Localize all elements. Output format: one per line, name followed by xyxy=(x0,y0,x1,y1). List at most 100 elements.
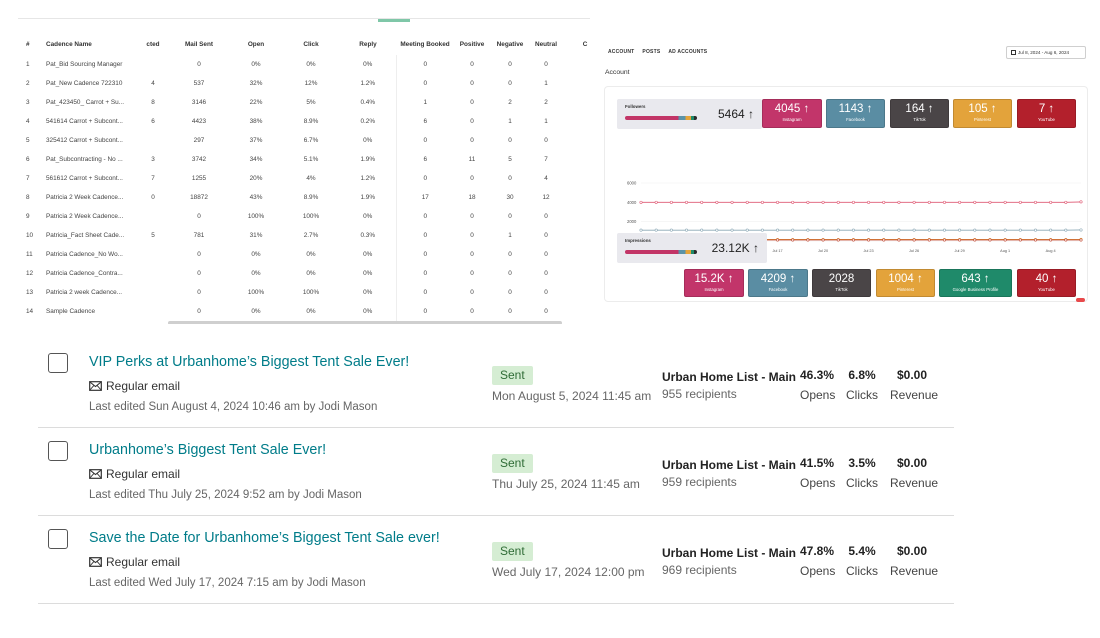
data-point[interactable] xyxy=(654,200,658,204)
data-point[interactable] xyxy=(806,200,810,204)
data-point[interactable] xyxy=(760,200,764,204)
data-point[interactable] xyxy=(882,200,886,204)
column-header[interactable]: Reply xyxy=(359,40,377,48)
data-point[interactable] xyxy=(1018,238,1022,242)
data-point[interactable] xyxy=(1018,200,1022,204)
table-row[interactable]: 10 Patricia_Fact Sheet Cade... 5 781 31% 2.7%… xyxy=(18,226,590,245)
column-header[interactable]: # xyxy=(26,40,30,48)
data-point[interactable] xyxy=(1064,238,1068,242)
data-point[interactable] xyxy=(867,228,871,232)
data-point[interactable] xyxy=(745,228,749,232)
data-point[interactable] xyxy=(1079,238,1083,242)
data-point[interactable] xyxy=(821,238,825,242)
data-point[interactable] xyxy=(776,238,780,242)
column-header[interactable]: Mail Sent xyxy=(184,40,214,48)
data-point[interactable] xyxy=(730,228,734,232)
data-point[interactable] xyxy=(988,228,992,232)
column-header[interactable]: Neutral xyxy=(534,40,558,48)
table-row[interactable]: 3 Pat_423450_ Carrot + Su... 8 3146 22% 5% 0.4… xyxy=(18,93,590,112)
data-point[interactable] xyxy=(1049,238,1053,242)
metric-followers-4[interactable]: 7 ↑ YouTube xyxy=(1017,99,1076,128)
data-point[interactable] xyxy=(958,238,962,242)
metric-impressions-2[interactable]: 2028 TikTok xyxy=(812,269,871,297)
data-point[interactable] xyxy=(806,228,810,232)
data-point[interactable] xyxy=(1003,228,1007,232)
data-point[interactable] xyxy=(639,200,643,204)
campaign-title-link[interactable]: Urbanhome’s Biggest Tent Sale Ever! xyxy=(89,442,327,458)
metric-followers-3[interactable]: 105 ↑ Pinterest xyxy=(953,99,1012,128)
data-point[interactable] xyxy=(1079,200,1083,204)
data-point[interactable] xyxy=(988,238,992,242)
column-header[interactable]: C xyxy=(582,40,588,48)
data-point[interactable] xyxy=(685,200,689,204)
data-point[interactable] xyxy=(897,228,901,232)
table-row[interactable]: 8 Patricia 2 Week Cadence... 0 18872 43% 8.9%… xyxy=(18,188,590,207)
data-point[interactable] xyxy=(851,238,855,242)
data-point[interactable] xyxy=(776,228,780,232)
select-checkbox[interactable] xyxy=(48,441,68,461)
metric-impressions-5[interactable]: 40 ↑ YouTube xyxy=(1017,269,1076,297)
table-row[interactable]: 2 Pat_New Cadence 722310 4 537 32% 12% 1.2% 0 0 0… xyxy=(18,74,590,93)
data-point[interactable] xyxy=(836,238,840,242)
data-point[interactable] xyxy=(669,228,673,232)
table-row[interactable]: 14 Sample Cadence 0 0% 0% 0% 0 0 0 0 xyxy=(18,302,590,321)
table-row[interactable]: 9 Patricia 2 Week Cadence... 0 100% 100% 0% 0 0… xyxy=(18,207,590,226)
table-row[interactable]: 1 Pat_Bid Sourcing Manager 0 0% 0% 0% 0 0 0 0 xyxy=(18,55,590,74)
data-point[interactable] xyxy=(715,200,719,204)
data-point[interactable] xyxy=(912,228,916,232)
data-point[interactable] xyxy=(669,200,673,204)
table-row[interactable]: 6 Pat_Subcontracting - No ... 3 3742 34% 5.1%… xyxy=(18,150,590,169)
tab-account[interactable]: ACCOUNT xyxy=(608,49,635,55)
data-point[interactable] xyxy=(836,228,840,232)
column-header[interactable]: cted xyxy=(146,40,160,48)
data-point[interactable] xyxy=(988,200,992,204)
data-point[interactable] xyxy=(1049,200,1053,204)
data-point[interactable] xyxy=(1079,228,1083,232)
data-point[interactable] xyxy=(851,228,855,232)
data-point[interactable] xyxy=(927,228,931,232)
column-header[interactable]: Meeting Booked xyxy=(400,40,450,48)
tab-posts[interactable]: POSTS xyxy=(642,49,661,55)
data-point[interactable] xyxy=(1033,228,1037,232)
metric-impressions-0[interactable]: 15.2K ↑ Instagram xyxy=(684,269,744,297)
data-point[interactable] xyxy=(897,238,901,242)
column-header[interactable]: Cadence Name xyxy=(46,40,92,48)
campaign-row[interactable]: Urbanhome’s Biggest Tent Sale Ever! Regul… xyxy=(38,428,954,516)
data-point[interactable] xyxy=(973,200,977,204)
data-point[interactable] xyxy=(1049,228,1053,232)
table-row[interactable]: 7 561612 Carrot + Subcont... 7 1255 20% 4% 1.2… xyxy=(18,169,590,188)
data-point[interactable] xyxy=(791,238,795,242)
metric-impressions-3[interactable]: 1004 ↑ Pinterest xyxy=(876,269,935,297)
column-header[interactable]: Open xyxy=(247,40,265,48)
data-point[interactable] xyxy=(973,228,977,232)
data-point[interactable] xyxy=(639,228,643,232)
column-header[interactable]: Positive xyxy=(459,40,485,48)
tab-ad-accounts[interactable]: AD ACCOUNTS xyxy=(668,49,708,55)
data-point[interactable] xyxy=(927,200,931,204)
table-row[interactable]: 11 Patricia Cadence_No Wo... 0 0% 0% 0% 0 0 0 0 xyxy=(18,245,590,264)
data-point[interactable] xyxy=(973,238,977,242)
select-checkbox[interactable] xyxy=(48,529,68,549)
data-point[interactable] xyxy=(760,228,764,232)
horizontal-scrollbar[interactable] xyxy=(168,321,562,324)
metric-followers-2[interactable]: 164 ↑ TikTok xyxy=(890,99,949,128)
data-point[interactable] xyxy=(821,200,825,204)
table-row[interactable]: 13 Patricia 2 week Cadence... 0 100% 100% 0% 0… xyxy=(18,283,590,302)
date-range-picker[interactable]: Jul 8, 2024 - Aug 6, 2024 xyxy=(1006,46,1086,59)
campaign-title-link[interactable]: Save the Date for Urbanhome’s Biggest Te… xyxy=(89,530,440,546)
data-point[interactable] xyxy=(942,238,946,242)
column-header[interactable]: Click xyxy=(303,40,319,48)
data-point[interactable] xyxy=(806,238,810,242)
data-point[interactable] xyxy=(1064,228,1068,232)
data-point[interactable] xyxy=(942,228,946,232)
data-point[interactable] xyxy=(654,228,658,232)
data-point[interactable] xyxy=(867,238,871,242)
data-point[interactable] xyxy=(1064,200,1068,204)
metric-impressions-4[interactable]: 643 ↑ Google Business Profile xyxy=(939,269,1012,297)
data-point[interactable] xyxy=(897,200,901,204)
data-point[interactable] xyxy=(1033,238,1037,242)
data-point[interactable] xyxy=(1033,200,1037,204)
column-header[interactable]: Negative xyxy=(496,40,524,48)
data-point[interactable] xyxy=(685,228,689,232)
data-point[interactable] xyxy=(791,228,795,232)
